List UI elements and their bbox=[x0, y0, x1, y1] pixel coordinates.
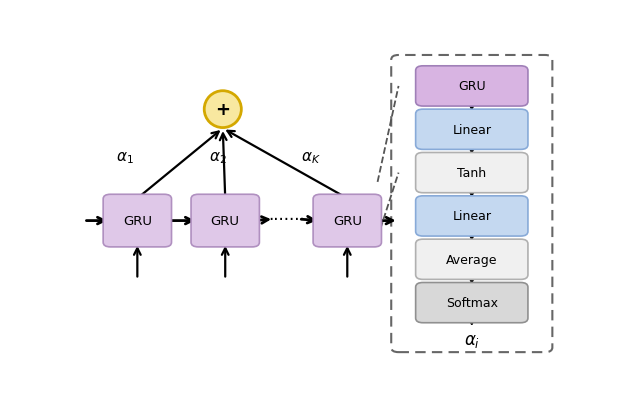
FancyBboxPatch shape bbox=[103, 195, 171, 247]
Text: GRU: GRU bbox=[333, 215, 362, 227]
Text: Average: Average bbox=[446, 253, 498, 266]
Text: $\alpha_K$: $\alpha_K$ bbox=[301, 150, 321, 166]
Text: $\alpha_1$: $\alpha_1$ bbox=[117, 150, 134, 166]
Text: $\alpha_2$: $\alpha_2$ bbox=[209, 150, 227, 166]
Text: GRU: GRU bbox=[210, 215, 240, 227]
Ellipse shape bbox=[204, 91, 241, 128]
Text: +: + bbox=[215, 101, 231, 119]
FancyBboxPatch shape bbox=[416, 110, 528, 150]
FancyBboxPatch shape bbox=[191, 195, 260, 247]
Text: GRU: GRU bbox=[458, 80, 486, 93]
FancyBboxPatch shape bbox=[313, 195, 382, 247]
Text: Softmax: Softmax bbox=[446, 296, 498, 309]
FancyBboxPatch shape bbox=[416, 196, 528, 237]
Text: Tanh: Tanh bbox=[457, 167, 486, 180]
FancyBboxPatch shape bbox=[416, 239, 528, 280]
FancyBboxPatch shape bbox=[416, 67, 528, 107]
FancyBboxPatch shape bbox=[416, 283, 528, 323]
Text: GRU: GRU bbox=[123, 215, 152, 227]
Text: $\boldsymbol{\alpha_i}$: $\boldsymbol{\alpha_i}$ bbox=[464, 331, 480, 349]
FancyBboxPatch shape bbox=[416, 153, 528, 193]
Text: Linear: Linear bbox=[452, 210, 491, 223]
Text: ·······: ······· bbox=[268, 211, 305, 229]
Text: Linear: Linear bbox=[452, 124, 491, 136]
